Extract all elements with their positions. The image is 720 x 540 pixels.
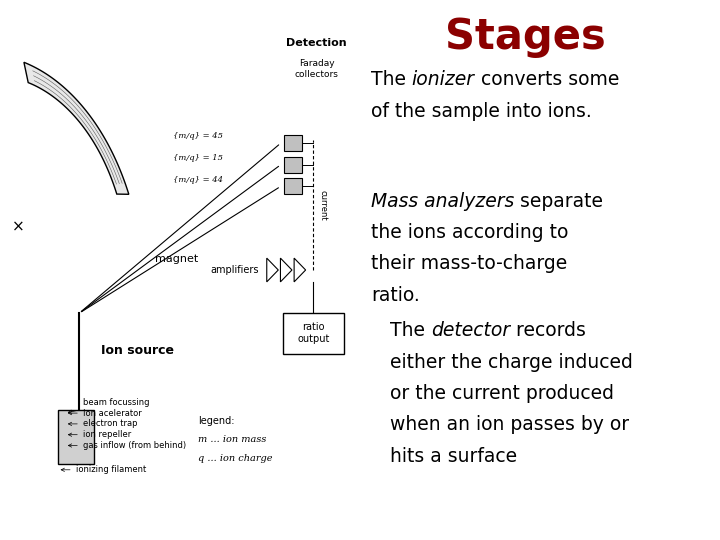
Text: gas inflow (from behind): gas inflow (from behind): [68, 441, 186, 450]
Bar: [284, 178, 302, 194]
Text: {m/q} = 15: {m/q} = 15: [173, 154, 223, 162]
Bar: [58, 410, 94, 464]
Text: q ... ion charge: q ... ion charge: [198, 454, 272, 463]
Text: ratio.: ratio.: [371, 286, 420, 305]
Text: Mass analyzers: Mass analyzers: [371, 192, 514, 211]
Text: The: The: [371, 70, 412, 89]
Polygon shape: [281, 258, 292, 282]
Text: magnet: magnet: [155, 254, 198, 264]
Text: {m/q} = 44: {m/q} = 44: [173, 176, 223, 184]
Text: detector: detector: [431, 321, 510, 340]
Text: m ... ion mass: m ... ion mass: [198, 435, 266, 444]
Text: their mass-to-charge: their mass-to-charge: [371, 254, 567, 273]
Text: ionizer: ionizer: [412, 70, 474, 89]
Text: converts some: converts some: [474, 70, 619, 89]
Text: ×: ×: [12, 219, 24, 234]
Text: {m/q} = 45: {m/q} = 45: [173, 132, 223, 140]
Polygon shape: [266, 258, 278, 282]
Text: electron trap: electron trap: [68, 420, 138, 428]
Bar: [284, 135, 302, 151]
Polygon shape: [24, 62, 129, 194]
Bar: [284, 157, 302, 173]
FancyBboxPatch shape: [283, 313, 344, 354]
Text: The: The: [378, 321, 431, 340]
Text: either the charge induced: either the charge induced: [378, 353, 633, 372]
Text: ionizing filament: ionizing filament: [61, 465, 146, 474]
Text: ion repeller: ion repeller: [68, 430, 131, 439]
Text: Faraday
collectors: Faraday collectors: [295, 59, 338, 79]
Text: when an ion passes by or: when an ion passes by or: [378, 415, 629, 434]
Text: ratio
output: ratio output: [297, 322, 329, 344]
Polygon shape: [294, 258, 305, 282]
Text: records: records: [510, 321, 586, 340]
Text: Stages: Stages: [445, 16, 606, 58]
Text: hits a surface: hits a surface: [378, 447, 517, 465]
Text: Detection: Detection: [287, 38, 347, 48]
Text: beam focussing: beam focussing: [68, 398, 149, 413]
Text: of the sample into ions.: of the sample into ions.: [371, 102, 592, 120]
Text: the ions according to: the ions according to: [371, 223, 568, 242]
Text: Ion source: Ion source: [101, 345, 174, 357]
Text: current: current: [318, 190, 328, 220]
Text: legend:: legend:: [198, 416, 235, 426]
Text: amplifiers: amplifiers: [211, 265, 259, 275]
Text: separate: separate: [514, 192, 603, 211]
Text: or the current produced: or the current produced: [378, 384, 614, 403]
Text: Ion acelerator: Ion acelerator: [68, 409, 142, 417]
